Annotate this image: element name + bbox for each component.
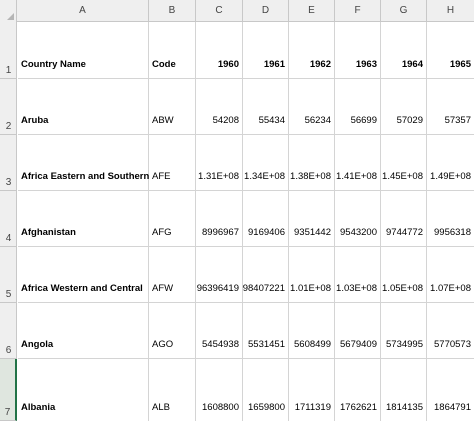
column-header-h[interactable]: H (446, 5, 455, 16)
cell-g5[interactable]: 1.05E+08 (381, 247, 427, 302)
row-header-3[interactable]: 3 (0, 135, 17, 191)
cell-g3[interactable]: 1.45E+08 (381, 135, 427, 190)
cell-e5[interactable]: 1.01E+08 (289, 247, 335, 302)
cell-g6[interactable]: 5734995 (381, 303, 427, 358)
row-header-bar: 1 2 3 4 5 6 7 (0, 22, 17, 421)
table-row: Country Name Code 1960 1961 1962 1963 19… (18, 22, 474, 79)
cell-c4[interactable]: 8996967 (196, 191, 243, 246)
table-row: Africa Eastern and Southern AFE 1.31E+08… (18, 135, 474, 191)
cell-b6[interactable]: AGO (149, 303, 196, 358)
cell-h5[interactable]: 1.07E+08 (430, 283, 471, 294)
cell-e4[interactable]: 9351442 (289, 191, 335, 246)
cell-a1[interactable]: Country Name (18, 22, 149, 78)
cell-d3[interactable]: 1.34E+08 (243, 135, 289, 190)
cell-g4[interactable]: 9744772 (381, 191, 427, 246)
table-row: Aruba ABW 54208 55434 56234 56699 57029 … (18, 79, 474, 135)
cell-d5[interactable]: 98407221 (243, 247, 289, 302)
cell-e7[interactable]: 1711319 (289, 359, 335, 421)
cell-b3[interactable]: AFE (149, 135, 196, 190)
cell-c2[interactable]: 54208 (196, 79, 243, 134)
cell-b5[interactable]: AFW (149, 247, 196, 302)
cell-a6[interactable]: Angola (18, 303, 149, 358)
cell-e2[interactable]: 56234 (289, 79, 335, 134)
row-header-6[interactable]: 6 (0, 303, 17, 359)
cell-h2[interactable]: 57357 (444, 115, 471, 126)
cell-a7[interactable]: Albania (18, 359, 149, 421)
column-header-g[interactable]: G (381, 0, 427, 22)
cell-f3[interactable]: 1.41E+08 (335, 135, 381, 190)
cell-h3[interactable]: 1.49E+08 (430, 171, 471, 182)
cell-b2[interactable]: ABW (149, 79, 196, 134)
cell-g1[interactable]: 1964 (381, 22, 427, 78)
cell-h1[interactable]: 1965 (449, 59, 471, 70)
row-header-7[interactable]: 7 (0, 359, 17, 421)
cell-g2[interactable]: 57029 (381, 79, 427, 134)
cell-c5[interactable]: 96396419 (196, 247, 243, 302)
cell-a2[interactable]: Aruba (18, 79, 149, 134)
cell-c1[interactable]: 1960 (196, 22, 243, 78)
cell-e6[interactable]: 5608499 (289, 303, 335, 358)
cell-h4[interactable]: 9956318 (434, 227, 471, 238)
cell-a5[interactable]: Africa Western and Central (18, 247, 149, 302)
cell-a3[interactable]: Africa Eastern and Southern (18, 135, 149, 190)
cell-b4[interactable]: AFG (149, 191, 196, 246)
cell-c7[interactable]: 1608800 (196, 359, 243, 421)
cell-a4[interactable]: Afghanistan (18, 191, 149, 246)
cell-d7[interactable]: 1659800 (243, 359, 289, 421)
cell-g7[interactable]: 1814135 (381, 359, 427, 421)
cell-f7[interactable]: 1762621 (335, 359, 381, 421)
cell-d6[interactable]: 5531451 (243, 303, 289, 358)
column-header-b[interactable]: B (149, 0, 196, 22)
cell-f1[interactable]: 1963 (335, 22, 381, 78)
table-row: Angola AGO 5454938 5531451 5608499 56794… (18, 303, 474, 359)
column-header-e[interactable]: E (289, 0, 335, 22)
row-header-1[interactable]: 1 (0, 22, 17, 79)
cell-e3[interactable]: 1.38E+08 (289, 135, 335, 190)
cell-d4[interactable]: 9169406 (243, 191, 289, 246)
table-row: Africa Western and Central AFW 96396419 … (18, 247, 474, 303)
table-row: Albania ALB 1608800 1659800 1711319 1762… (18, 359, 474, 421)
row-header-2[interactable]: 2 (0, 79, 17, 135)
cell-f4[interactable]: 9543200 (335, 191, 381, 246)
cell-b7[interactable]: ALB (149, 359, 196, 421)
cell-f2[interactable]: 56699 (335, 79, 381, 134)
cell-f6[interactable]: 5679409 (335, 303, 381, 358)
row-header-4[interactable]: 4 (0, 191, 17, 247)
cell-d2[interactable]: 55434 (243, 79, 289, 134)
cell-b1[interactable]: Code (149, 22, 196, 78)
cell-f5[interactable]: 1.03E+08 (335, 247, 381, 302)
cell-h6[interactable]: 5770573 (434, 339, 471, 350)
select-all-button[interactable] (0, 0, 17, 22)
column-header-d[interactable]: D (243, 0, 289, 22)
column-header-bar: A B C D E F G H (0, 0, 474, 22)
cell-d1[interactable]: 1961 (243, 22, 289, 78)
cell-h7[interactable]: 1864791 (434, 402, 471, 413)
cell-c3[interactable]: 1.31E+08 (196, 135, 243, 190)
column-header-f[interactable]: F (335, 0, 381, 22)
row-header-5[interactable]: 5 (0, 247, 17, 303)
column-header-a[interactable]: A (17, 0, 149, 22)
table-row: Afghanistan AFG 8996967 9169406 9351442 … (18, 191, 474, 247)
cell-e1[interactable]: 1962 (289, 22, 335, 78)
cell-c6[interactable]: 5454938 (196, 303, 243, 358)
column-header-c[interactable]: C (196, 0, 243, 22)
